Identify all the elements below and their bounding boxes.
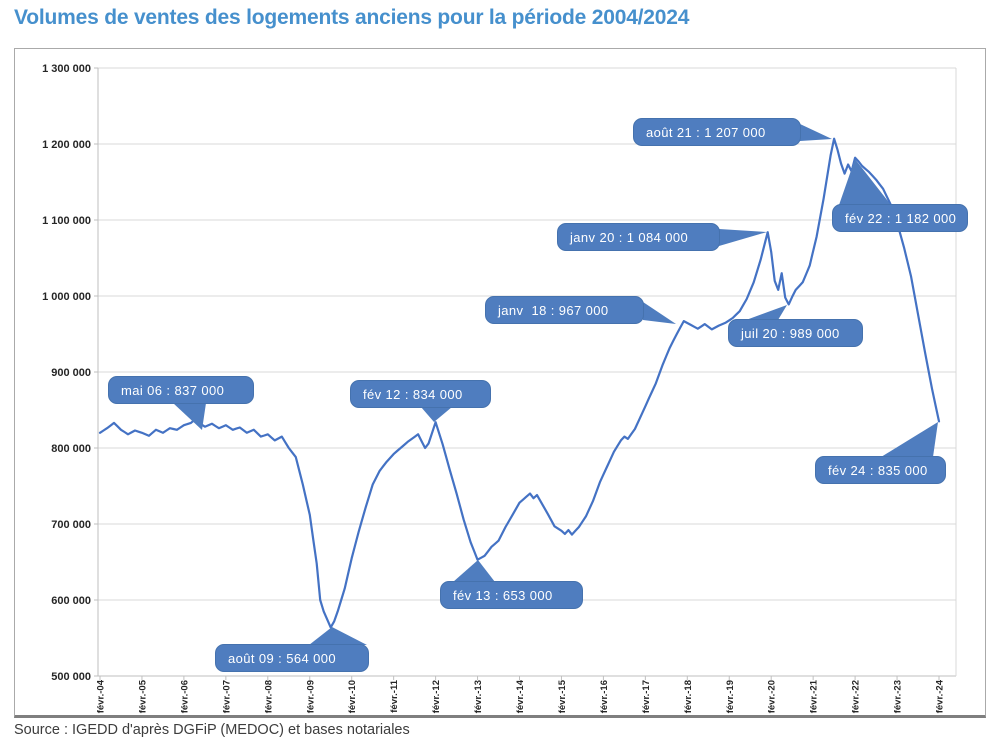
svg-text:800 000: 800 000	[51, 443, 91, 455]
svg-text:févr.-04: févr.-04	[96, 679, 107, 713]
callout: fév 24 : 835 000	[815, 456, 946, 484]
svg-text:févr.-07: févr.-07	[221, 680, 232, 713]
svg-text:1 100 000: 1 100 000	[42, 215, 91, 227]
svg-text:700 000: 700 000	[51, 519, 91, 531]
chart-frame: 500 000 600 000 700 000 800 000 900 000 1 000…	[14, 48, 986, 718]
svg-text:févr.-21: févr.-21	[809, 679, 820, 713]
svg-text:févr.-09: févr.-09	[305, 680, 316, 713]
callout: fév 22 : 1 182 000	[832, 204, 968, 232]
svg-text:févr.-19: févr.-19	[725, 680, 736, 713]
svg-text:févr.-10: févr.-10	[347, 680, 358, 713]
svg-text:févr.-06: févr.-06	[179, 680, 190, 713]
svg-text:900 000: 900 000	[51, 367, 91, 379]
svg-text:févr.-15: févr.-15	[557, 679, 568, 713]
svg-text:févr.-24: févr.-24	[935, 679, 946, 713]
callout: mai 06 : 837 000	[108, 376, 254, 404]
source-note: Source : IGEDD d'après DGFiP (MEDOC) et …	[14, 722, 410, 738]
callout: août 09 : 564 000	[215, 644, 369, 672]
gridlines	[98, 67, 956, 601]
callout: août 21 : 1 207 000	[633, 118, 801, 146]
svg-text:1 200 000: 1 200 000	[42, 139, 91, 151]
svg-text:févr.-23: févr.-23	[893, 680, 904, 713]
callout: janv 20 : 1 084 000	[557, 223, 720, 251]
callout: juil 20 : 989 000	[728, 319, 863, 347]
svg-text:févr.-05: févr.-05	[137, 679, 148, 713]
chart-title: Volumes de ventes des logements anciens …	[14, 6, 690, 29]
svg-text:févr.-13: févr.-13	[473, 680, 484, 713]
svg-text:500 000: 500 000	[51, 671, 91, 683]
sales-line	[98, 137, 941, 629]
svg-text:févr.-16: févr.-16	[599, 680, 610, 713]
svg-text:févr.-18: févr.-18	[683, 680, 694, 713]
svg-text:févr.-17: févr.-17	[641, 680, 652, 713]
svg-text:600 000: 600 000	[51, 595, 91, 607]
svg-text:févr.-20: févr.-20	[767, 680, 778, 713]
svg-text:févr.-11: févr.-11	[389, 679, 400, 712]
chart-svg: 500 000 600 000 700 000 800 000 900 000 1 000…	[42, 63, 957, 713]
svg-text:févr.-12: févr.-12	[431, 680, 442, 713]
callout: janv 18 : 967 000	[485, 296, 644, 324]
callout: fév 13 : 653 000	[440, 581, 583, 609]
y-axis-labels: 500 000 600 000 700 000 800 000 900 000 1 000…	[42, 63, 98, 683]
callout-pointers	[173, 124, 938, 645]
svg-text:1 000 000: 1 000 000	[42, 291, 91, 303]
svg-text:févr.-14: févr.-14	[515, 679, 526, 713]
callout: fév 12 : 834 000	[350, 380, 491, 408]
x-axis-labels: févr.-04 févr.-05 févr.-06 févr.-07 févr.-08…	[96, 676, 946, 713]
svg-text:févr.-22: févr.-22	[851, 680, 862, 713]
svg-text:févr.-08: févr.-08	[263, 680, 274, 713]
svg-text:1 300 000: 1 300 000	[42, 63, 91, 75]
